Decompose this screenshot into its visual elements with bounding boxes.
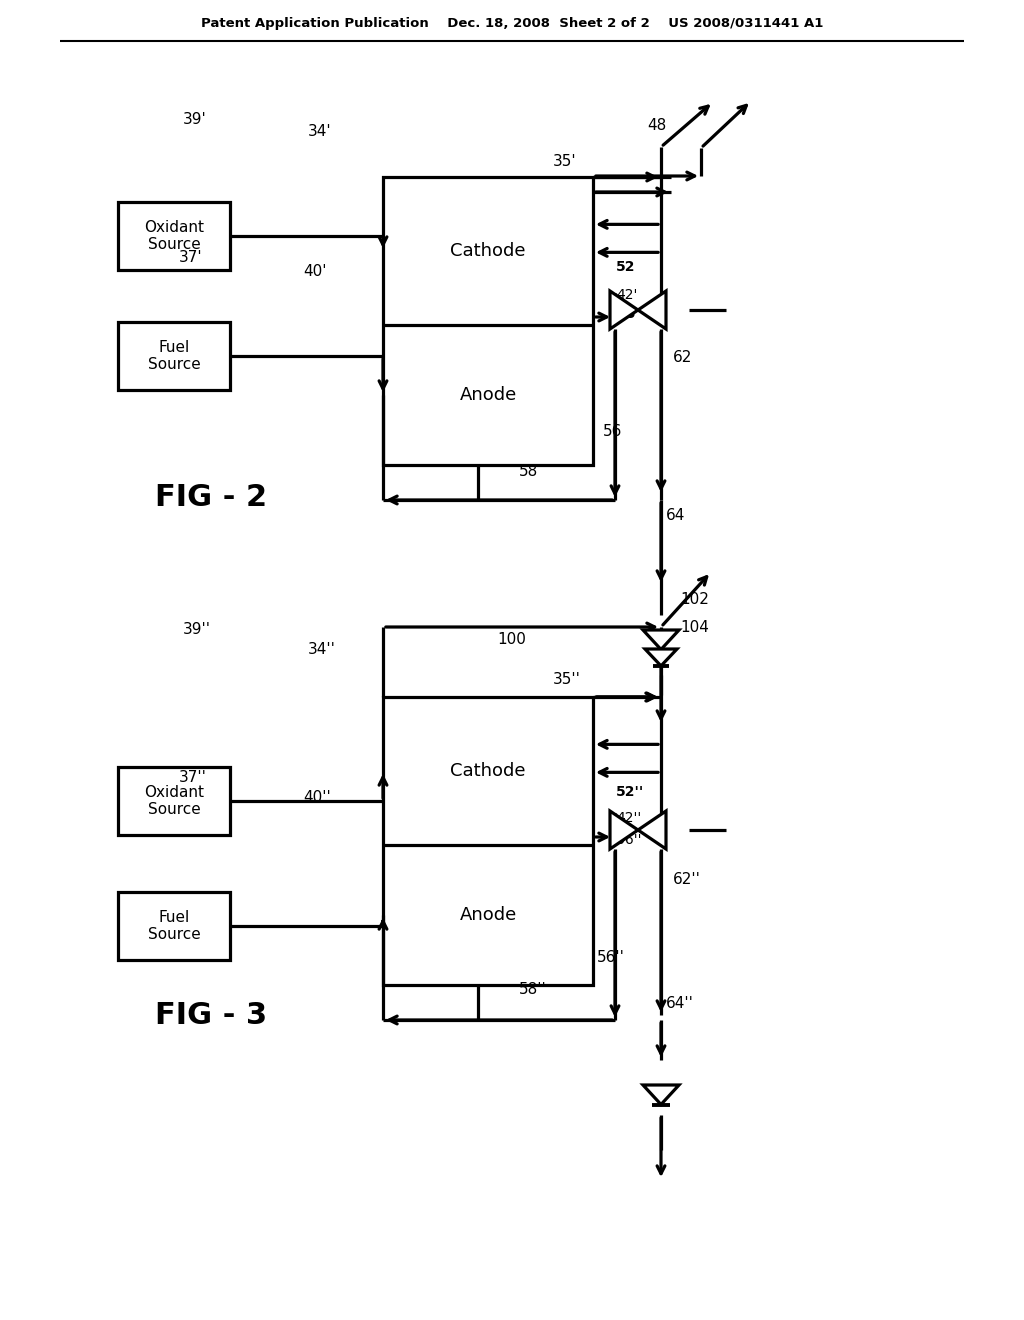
Polygon shape [645,649,677,665]
Text: 34'': 34'' [308,643,336,657]
Text: Fuel
Source: Fuel Source [147,339,201,372]
Text: FIG - 2: FIG - 2 [155,483,267,511]
Text: 52'': 52'' [616,785,644,799]
Bar [118,202,230,271]
Text: 52: 52 [616,260,636,275]
Text: 35'': 35'' [553,672,581,688]
Text: FIG - 3: FIG - 3 [155,1001,267,1030]
Bar [118,322,230,389]
Bar [118,892,230,960]
Text: Oxidant
Source: Oxidant Source [144,220,204,252]
Text: 100: 100 [497,632,526,648]
Text: 66: 66 [616,308,635,321]
Text: 64: 64 [666,508,685,524]
Text: 39'': 39'' [183,623,211,638]
Text: 42'': 42'' [616,810,641,825]
Bar [118,767,230,836]
Text: 62'': 62'' [673,873,700,887]
Text: Anode: Anode [460,906,517,924]
Text: 62: 62 [673,351,692,366]
Polygon shape [610,810,638,849]
Text: Oxidant
Source: Oxidant Source [144,785,204,817]
Bar [383,177,593,465]
Text: 35': 35' [553,154,577,169]
Text: 37'': 37'' [179,771,207,785]
Text: 56'': 56'' [597,950,625,965]
Text: 66'': 66'' [616,833,641,847]
Text: 58'': 58'' [519,982,547,998]
Text: 104: 104 [680,620,709,635]
Text: 37': 37' [179,251,203,265]
Text: 58: 58 [519,465,539,479]
Text: 40': 40' [303,264,327,280]
Text: Cathode: Cathode [451,242,525,260]
Polygon shape [610,290,638,329]
Polygon shape [643,630,679,649]
Text: Anode: Anode [460,385,517,404]
Text: 39': 39' [183,112,207,128]
Text: 34': 34' [308,124,332,140]
Text: 64'': 64'' [666,997,694,1011]
Text: 56: 56 [603,425,623,440]
Polygon shape [643,1085,679,1105]
Polygon shape [638,290,666,329]
Text: 48: 48 [647,117,667,132]
Text: 42': 42' [616,288,637,302]
Text: 40'': 40'' [303,791,331,805]
Text: Cathode: Cathode [451,762,525,780]
Text: 102: 102 [680,593,709,607]
Text: Patent Application Publication    Dec. 18, 2008  Sheet 2 of 2    US 2008/0311441: Patent Application Publication Dec. 18, … [201,17,823,30]
Polygon shape [638,810,666,849]
Text: Fuel
Source: Fuel Source [147,909,201,942]
Bar [383,697,593,985]
